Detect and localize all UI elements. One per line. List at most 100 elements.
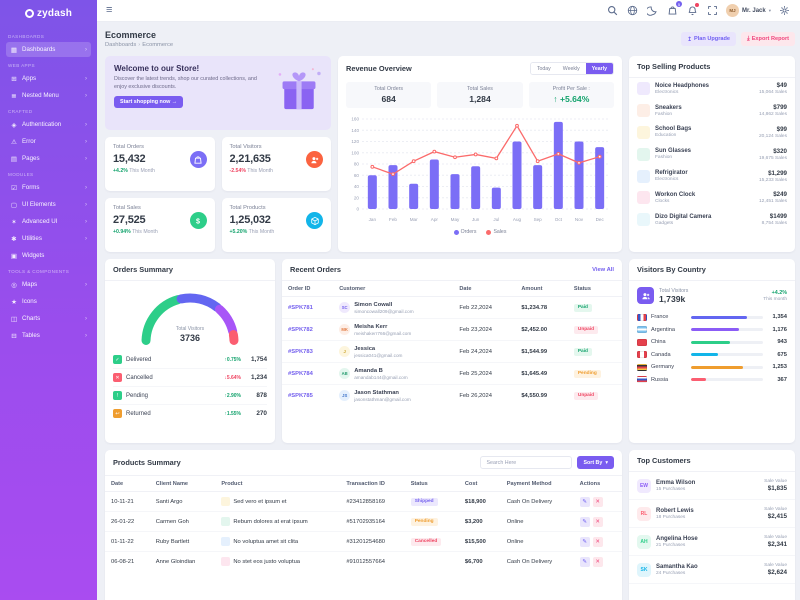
sidebar-item-maps[interactable]: ◎ Maps › (6, 277, 91, 292)
order-row[interactable]: #SPK784 AB Amanda B amandab144@gmail.com… (282, 362, 622, 385)
plan-upgrade-button[interactable]: ↥ Plan Upgrade (680, 32, 737, 46)
order-row[interactable]: #SPK782 MK Meisha Kerr meishakerr766@gma… (282, 318, 622, 341)
chevron-right-icon: › (85, 281, 87, 288)
charts-icon: ◫ (10, 315, 18, 323)
language-icon[interactable] (626, 4, 639, 17)
settings-icon[interactable] (778, 4, 791, 17)
export-report-button[interactable]: ⤓ Export Report (741, 32, 795, 46)
sidebar-item-advanced-ui[interactable]: ✶ Advanced UI › (6, 214, 91, 229)
stat-footer: +4.2% This Month (113, 168, 155, 174)
product-list-item[interactable]: Dizo Digital Camera Gadgets $1499 8,754 … (629, 209, 795, 231)
breadcrumb-item[interactable]: Ecommerce (142, 42, 174, 48)
customer-list-item[interactable]: EW Emma Wilson 15 Purchases Sale Value $… (629, 472, 795, 500)
product-summary-row[interactable]: 01-11-22 Ruby Bartlett No voluptua amet … (105, 531, 622, 552)
sidebar-item-widgets[interactable]: ▣ Widgets (6, 248, 91, 263)
order-id[interactable]: #SPK784 (282, 362, 334, 385)
product-list-item[interactable]: Noice Headphones Electronics $49 15,064 … (629, 78, 795, 100)
sidebar-item-forms[interactable]: ☑ Forms › (6, 180, 91, 195)
customer-name: Robert Lewis (656, 507, 694, 514)
product-list-item[interactable]: Refrigirator Electronics $1,299 15,233 S… (629, 165, 795, 187)
order-row[interactable]: #SPK781 SC Simon Cowall simoncowall209@g… (282, 296, 622, 319)
sidebar-item-dashboards[interactable]: ▦ Dashboards › (6, 42, 91, 57)
app-logo[interactable]: zydash (0, 0, 97, 26)
country-bar (691, 340, 763, 344)
delete-icon[interactable]: ✕ (592, 496, 603, 507)
product-category: Education (655, 133, 677, 139)
product-list-item[interactable]: School Bags Education $99 20,124 Sales (629, 122, 795, 144)
delete-icon[interactable]: ✕ (592, 536, 603, 547)
order-id[interactable]: #SPK782 (282, 318, 334, 341)
product-list-item[interactable]: Workon Clock Clocks $249 12,451 Sales (629, 187, 795, 209)
edit-icon[interactable]: ✎ (579, 516, 590, 527)
customer-list-item[interactable]: SK Samantha Kao 24 Purchases Sale Value … (629, 556, 795, 584)
cart-icon[interactable]: 5 (666, 1, 683, 17)
transaction-id: #23412858169 (340, 491, 405, 512)
country-name: China (651, 339, 666, 345)
sidebar-item-ui-elements[interactable]: ▢ UI Elements › (6, 197, 91, 212)
sidebar-item-nested-menu[interactable]: ≣ Nested Menu › (6, 88, 91, 103)
delete-icon[interactable]: ✕ (592, 516, 603, 527)
sort-by-button[interactable]: Sort By ▾ (577, 456, 614, 469)
sidebar-item-charts[interactable]: ◫ Charts › (6, 311, 91, 326)
order-row[interactable]: #SPK783 J Jessica jessica041@gmail.com F… (282, 340, 622, 363)
customer-list-item[interactable]: AH Angelina Hose 21 Purchases Sale Value… (629, 528, 795, 556)
customer-purchases: 15 Purchases (656, 486, 686, 492)
cross-icon: ✕ (113, 373, 122, 382)
notifications-icon[interactable] (686, 3, 700, 17)
order-id[interactable]: #SPK785 (288, 392, 313, 399)
status-change: ↑2.90% (224, 392, 241, 399)
sidebar-item-label: Maps (22, 281, 38, 288)
revenue-tab-yearly[interactable]: Yearly (585, 63, 613, 74)
order-id[interactable]: #SPK783 (282, 340, 334, 363)
customer-email: jasonstathman@gmail.com (354, 396, 411, 402)
delete-icon[interactable]: ✕ (592, 556, 603, 567)
revenue-tab-weekly[interactable]: Weekly (556, 63, 586, 74)
fullscreen-icon[interactable] (706, 4, 719, 17)
chevron-right-icon: › (85, 315, 87, 322)
order-id[interactable]: #SPK781 (282, 296, 334, 319)
product-list-item[interactable]: Sun Glasses Fashion $320 19,675 Sales (629, 143, 795, 165)
edit-icon[interactable]: ✎ (579, 496, 590, 507)
sidebar-item-label: Pages (22, 155, 40, 162)
search-icon[interactable] (606, 4, 619, 17)
sale-value-label: Sale Value (764, 479, 787, 484)
sidebar-item-label: Widgets (22, 252, 45, 259)
column-header-transaction-id: Transaction ID (340, 476, 405, 492)
customer-email: jessica041@gmail.com (354, 352, 403, 358)
start-shopping-button[interactable]: Start shopping now → (114, 96, 184, 109)
sidebar-item-tables[interactable]: ⊟ Tables › (6, 328, 91, 343)
sidebar-item-icons[interactable]: ★ Icons (6, 294, 91, 309)
sidebar-item-label: Charts (22, 315, 41, 322)
sidebar-item-apps[interactable]: ⊞ Apps › (6, 71, 91, 86)
product-list-item[interactable]: Sneakers Fashion $799 14,862 Sales (629, 100, 795, 122)
edit-icon[interactable]: ✎ (579, 536, 590, 547)
top-customers-list: EW Emma Wilson 15 Purchases Sale Value $… (629, 472, 795, 584)
sidebar-item-label: UI Elements (22, 201, 56, 208)
svg-text:Oct: Oct (555, 217, 563, 222)
customer-avatar: EW (637, 478, 651, 493)
country-name: Germany (651, 364, 675, 370)
customer-list-item[interactable]: RL Robert Lewis 18 Purchases Sale Value … (629, 500, 795, 528)
sidebar-item-pages[interactable]: ▤ Pages › (6, 151, 91, 166)
product-summary-row[interactable]: 06-08-21 Anne Gloindian No stet eos just… (105, 552, 622, 572)
product-summary-row[interactable]: 10-11-21 Santi Argo Sed vero et ipsum et… (105, 491, 622, 512)
chevron-right-icon: › (85, 218, 87, 225)
revenue-tab-today[interactable]: Today (530, 63, 557, 74)
menu-toggle-icon[interactable]: ≡ (106, 4, 113, 16)
status-label: Delivered (126, 356, 152, 363)
dark-mode-icon[interactable] (646, 4, 659, 17)
sidebar-item-authentication[interactable]: ◈ Authentication › (6, 117, 91, 132)
breadcrumb-item[interactable]: Dashboards (105, 42, 137, 48)
sidebar-item-error[interactable]: ⚠ Error › (6, 134, 91, 149)
status-value: 270 (256, 410, 267, 417)
search-input[interactable] (480, 456, 573, 469)
user-menu[interactable]: MJ Mr. Jack ▾ (726, 4, 771, 17)
customer-avatar: J (339, 346, 351, 357)
chevron-right-icon: › (85, 332, 87, 339)
order-row[interactable]: #SPK785 JS Jason Stathman jasonstathman@… (282, 385, 622, 407)
edit-icon[interactable]: ✎ (579, 556, 590, 567)
view-all-link[interactable]: View All (592, 266, 614, 273)
product-summary-row[interactable]: 26-01-22 Carmen Goh Rebum dolores at era… (105, 511, 622, 532)
sidebar-item-utilities[interactable]: ✱ Utilities › (6, 231, 91, 246)
